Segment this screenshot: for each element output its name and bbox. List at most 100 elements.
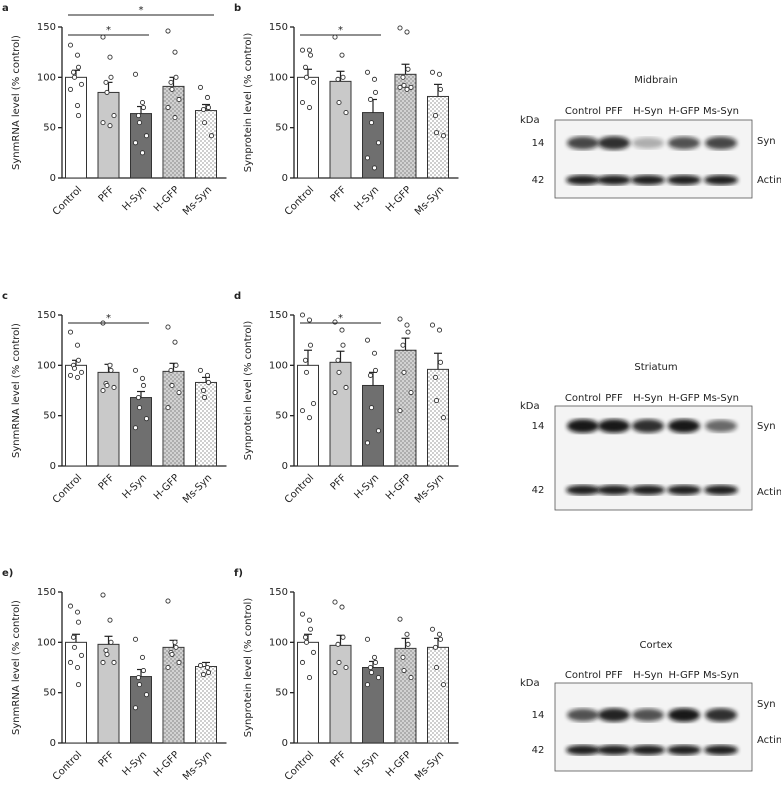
data-point <box>201 394 208 401</box>
x-tick-label: H-Syn <box>352 472 381 501</box>
y-tick-label: 0 <box>282 738 288 749</box>
data-point <box>132 71 139 77</box>
y-tick-label: 150 <box>269 587 288 598</box>
data-point <box>67 329 74 335</box>
lane-label: Ms-Syn <box>703 106 739 117</box>
data-point <box>165 28 171 34</box>
x-tick-label: Control <box>51 472 84 505</box>
data-point <box>440 133 447 139</box>
x-tick-label: Ms-Syn <box>181 184 214 217</box>
data-point <box>132 425 139 431</box>
x-tick-label: H-GFP <box>384 472 414 502</box>
data-point <box>405 329 411 335</box>
data-point <box>299 47 306 53</box>
data-point <box>408 675 414 681</box>
significance-label: * <box>106 313 111 324</box>
blot-band <box>597 745 631 755</box>
data-point <box>429 322 436 328</box>
bar <box>97 643 120 744</box>
data-point <box>335 76 341 82</box>
data-point <box>437 636 444 642</box>
x-tick-label: PFF <box>329 472 349 492</box>
x-tick-label: H-GFP <box>384 184 414 214</box>
data-point <box>310 401 317 407</box>
data-point <box>100 659 106 666</box>
data-point <box>135 675 142 681</box>
lane-label: H-Syn <box>633 670 663 681</box>
data-point <box>132 636 139 642</box>
x-tick-label: Ms-Syn <box>181 749 214 782</box>
data-point <box>204 664 211 671</box>
bar <box>329 644 352 744</box>
data-point <box>165 405 171 411</box>
data-point <box>306 104 313 111</box>
blot-title: Striatum <box>634 362 677 373</box>
data-point <box>405 66 411 72</box>
panel-label: a <box>2 3 9 14</box>
lane-label: H-Syn <box>633 393 663 404</box>
data-point <box>339 327 345 333</box>
blot-unit: kDa <box>520 115 540 126</box>
data-point <box>200 387 207 394</box>
data-point <box>436 631 443 637</box>
data-point <box>111 384 117 391</box>
data-point <box>397 408 403 414</box>
data-point <box>367 96 374 103</box>
data-point <box>78 81 85 87</box>
data-point <box>343 384 349 391</box>
blot-band <box>668 136 700 150</box>
bar <box>329 361 352 467</box>
data-point <box>103 647 109 653</box>
protein-label: Syn <box>757 136 776 147</box>
data-point <box>143 692 150 698</box>
data-point <box>400 74 406 80</box>
blot-band <box>704 745 738 755</box>
data-point <box>339 52 345 58</box>
data-point <box>135 113 142 119</box>
data-point <box>339 604 345 610</box>
data-point <box>302 634 309 640</box>
x-tick-label: H-Syn <box>120 749 149 778</box>
data-point <box>332 669 338 676</box>
blot-band <box>631 175 665 185</box>
lane-label: PFF <box>605 106 623 117</box>
data-point <box>176 389 182 396</box>
data-point <box>132 705 139 711</box>
data-point <box>165 104 171 111</box>
data-point <box>200 671 207 678</box>
y-tick-label: 0 <box>50 738 56 749</box>
x-tick-label: H-Syn <box>120 472 149 501</box>
blot-band <box>667 485 701 495</box>
data-point <box>303 369 310 375</box>
data-point <box>108 639 114 645</box>
data-point <box>176 96 182 103</box>
protein-label: Syn <box>757 699 776 710</box>
y-tick-label: 50 <box>275 688 288 699</box>
data-point <box>332 389 338 396</box>
data-point <box>400 342 406 348</box>
data-point <box>143 133 150 139</box>
blot-band <box>667 745 701 755</box>
data-point <box>437 359 444 365</box>
data-point <box>397 616 403 622</box>
data-point <box>404 29 410 35</box>
blot-band <box>705 419 737 433</box>
x-tick-label: PFF <box>329 749 349 769</box>
data-point <box>136 120 143 126</box>
data-point <box>299 99 306 106</box>
data-point <box>205 669 212 676</box>
data-point <box>139 99 146 106</box>
data-point <box>433 398 440 404</box>
y-tick-label: 0 <box>282 461 288 472</box>
data-point <box>310 79 317 85</box>
bar <box>394 647 417 744</box>
data-point <box>205 104 212 111</box>
x-tick-label: Ms-Syn <box>181 472 214 505</box>
blot-band <box>598 708 630 722</box>
data-point <box>140 104 147 111</box>
data-point <box>436 327 443 333</box>
protein-label: Actin <box>757 487 781 498</box>
data-point <box>104 382 110 389</box>
data-point <box>140 667 147 674</box>
data-point <box>100 387 106 394</box>
